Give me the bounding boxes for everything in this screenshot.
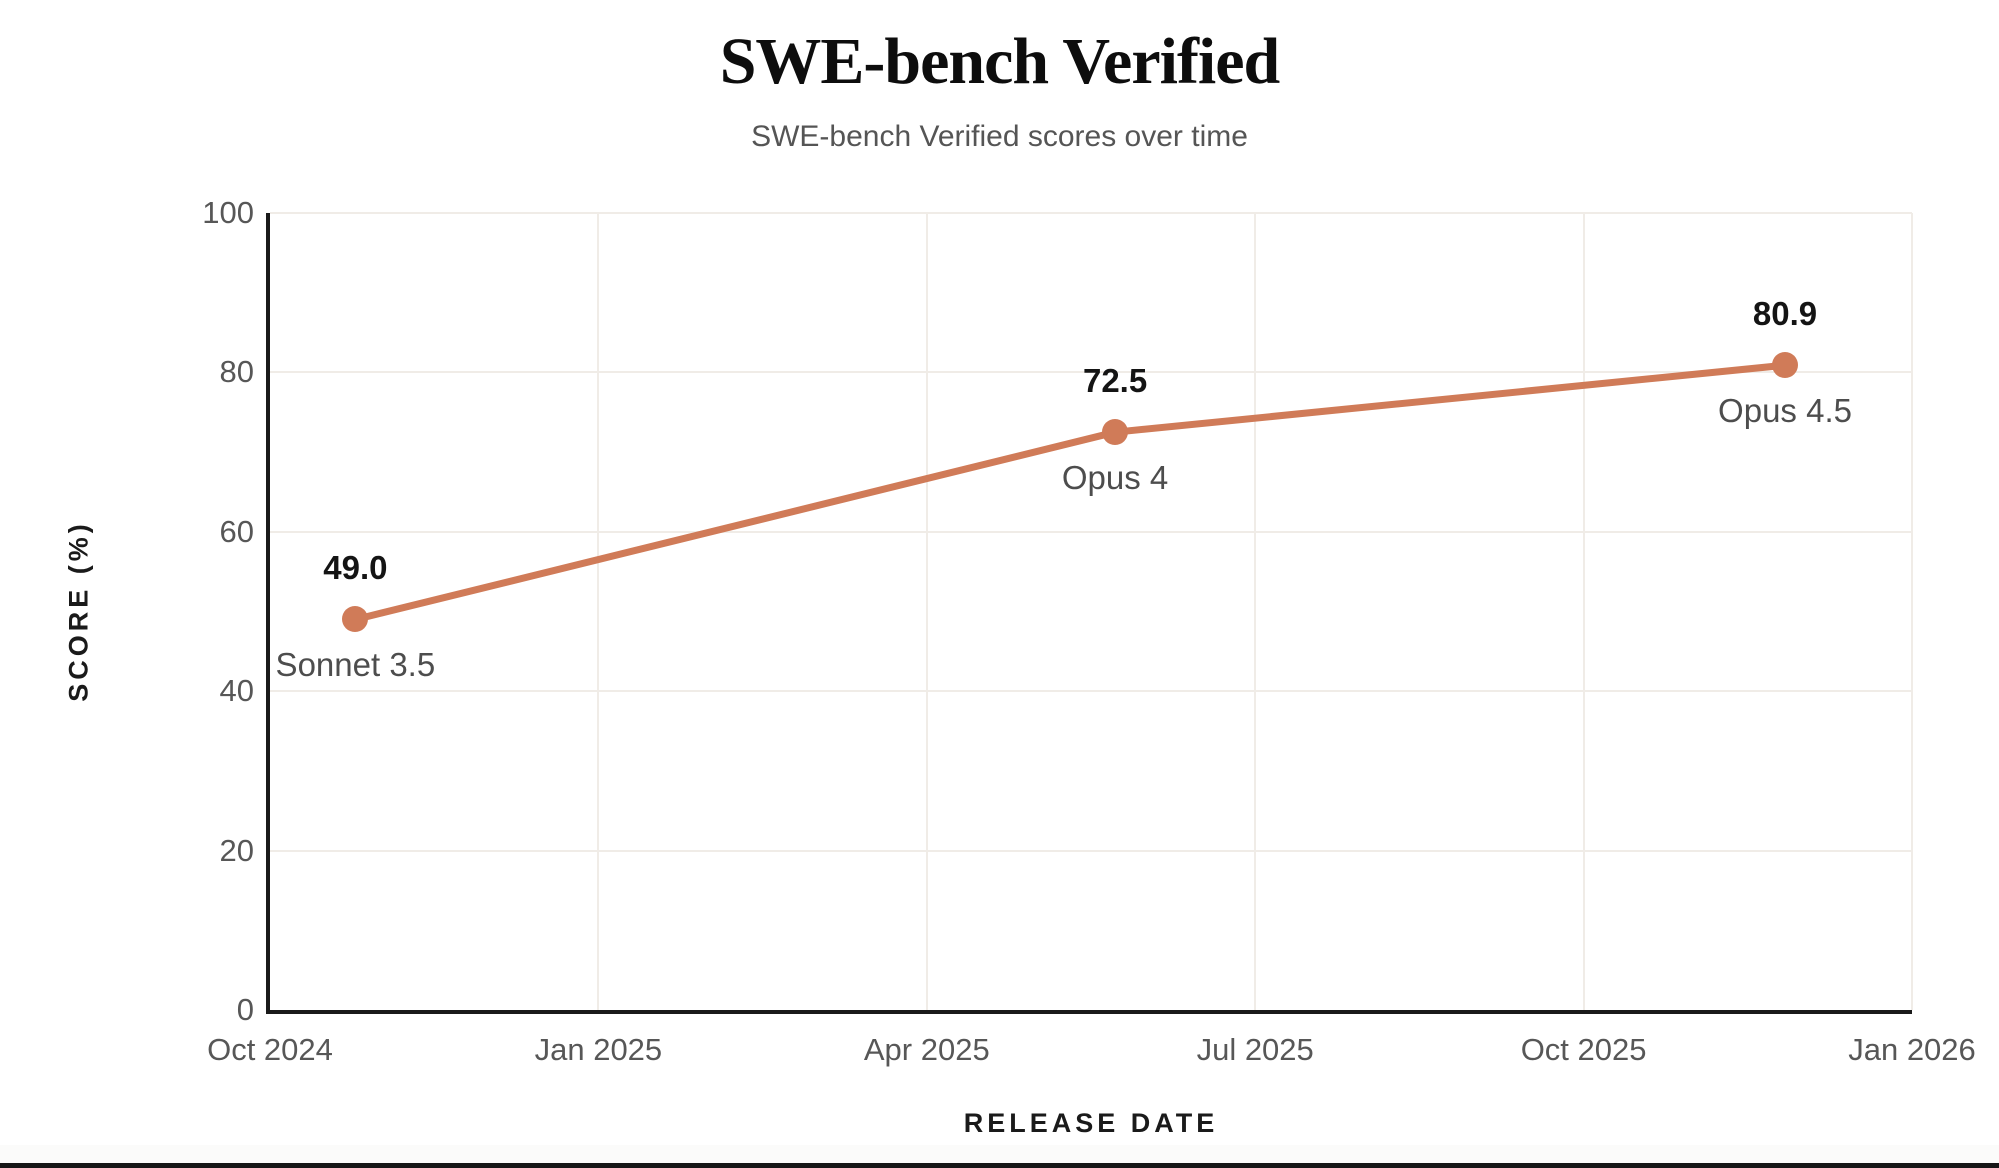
data-point-model-label: Opus 4.5 bbox=[1718, 392, 1852, 430]
gridline-horizontal bbox=[270, 690, 1912, 693]
x-tick-label: Jan 2026 bbox=[1848, 1032, 1976, 1067]
gridline-horizontal bbox=[270, 849, 1912, 852]
x-axis-line bbox=[266, 1010, 1912, 1014]
x-tick-label: Oct 2025 bbox=[1520, 1032, 1647, 1067]
gridline-horizontal bbox=[270, 371, 1912, 374]
data-point-marker bbox=[1772, 352, 1799, 379]
gridline-horizontal bbox=[270, 530, 1912, 533]
y-tick-label: 40 bbox=[219, 673, 254, 709]
y-tick-label: 60 bbox=[219, 513, 254, 549]
chart-subtitle: SWE-bench Verified scores over time bbox=[751, 120, 1248, 153]
x-tick-label: Oct 2024 bbox=[207, 1032, 333, 1067]
trend-line bbox=[351, 361, 1789, 623]
data-point-model-label: Opus 4 bbox=[1061, 459, 1169, 497]
x-tick-label: Jul 2025 bbox=[1196, 1032, 1314, 1067]
data-point-marker bbox=[1102, 419, 1129, 446]
gridline-horizontal bbox=[270, 212, 1912, 214]
gridline-vertical bbox=[597, 213, 600, 1010]
y-tick-label: 0 bbox=[236, 992, 254, 1027]
y-tick-label: 20 bbox=[219, 832, 254, 868]
gridline-vertical bbox=[1911, 213, 1913, 1010]
chart-title: SWE-bench Verified bbox=[719, 25, 1281, 98]
y-axis-title: SCORE (%) bbox=[63, 520, 94, 702]
gridline-vertical bbox=[1254, 213, 1257, 1010]
gridline-vertical bbox=[925, 213, 928, 1010]
gridline-vertical bbox=[1582, 213, 1585, 1010]
x-tick-label: Jan 2025 bbox=[534, 1032, 663, 1067]
x-tick-label: Apr 2025 bbox=[863, 1032, 990, 1067]
data-point-value-label: 49.0 bbox=[323, 549, 388, 587]
y-tick-label: 100 bbox=[202, 195, 254, 230]
data-point-marker bbox=[342, 606, 369, 633]
data-point-model-label: Sonnet 3.5 bbox=[275, 646, 436, 684]
x-axis-title: RELEASE DATE bbox=[963, 1108, 1219, 1138]
window-bottom-edge bbox=[0, 1145, 1999, 1168]
data-point-value-label: 80.9 bbox=[1752, 295, 1818, 333]
plot-area: 49.0 Sonnet 3.5 72.5 Opus 4 80.9 Opus 4.5 bbox=[266, 212, 1913, 1014]
y-tick-label: 80 bbox=[219, 354, 254, 390]
data-point-value-label: 72.5 bbox=[1082, 362, 1148, 400]
y-axis-line bbox=[266, 213, 270, 1010]
